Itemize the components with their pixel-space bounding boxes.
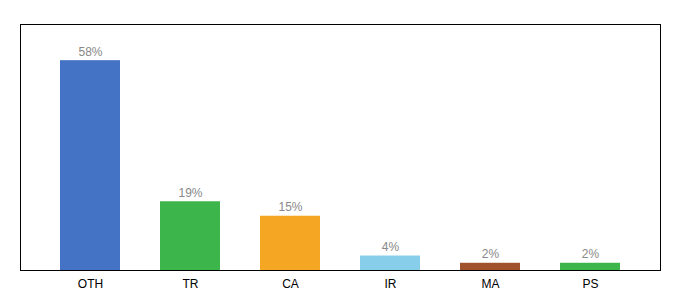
svg-text:2%: 2% <box>582 247 600 261</box>
svg-text:2%: 2% <box>482 247 500 261</box>
svg-text:58%: 58% <box>78 45 102 59</box>
svg-text:4%: 4% <box>382 240 400 254</box>
svg-text:TR: TR <box>183 277 199 291</box>
svg-text:PS: PS <box>582 277 598 291</box>
svg-text:CA: CA <box>282 277 299 291</box>
svg-text:OTH: OTH <box>78 277 103 291</box>
svg-text:MA: MA <box>482 277 500 291</box>
svg-text:IR: IR <box>385 277 397 291</box>
svg-text:15%: 15% <box>278 200 302 214</box>
svg-text:19%: 19% <box>178 186 202 200</box>
